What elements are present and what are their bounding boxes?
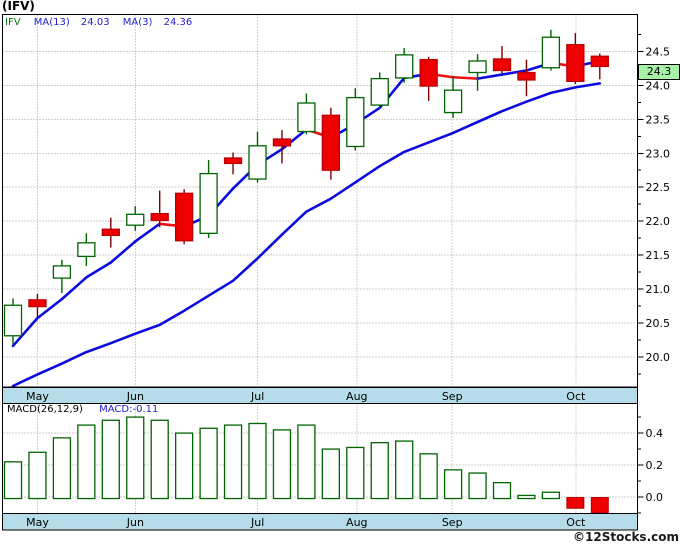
macd-axis-label: 0.2 xyxy=(646,459,664,472)
month-label: May xyxy=(26,390,49,403)
legend-ma13-value: 24.03 xyxy=(80,17,110,28)
macd-bar-positive xyxy=(443,469,463,500)
macd-bar-negative xyxy=(566,497,585,509)
price-axis-label: 20.5 xyxy=(646,317,671,330)
price-axis-label: 24.5 xyxy=(646,45,671,58)
macd-bar-positive xyxy=(174,432,194,500)
candle-up xyxy=(395,48,414,83)
macd-bar-positive xyxy=(126,416,145,500)
candles xyxy=(3,29,609,345)
month-label: Oct xyxy=(566,516,586,529)
page-title: (IFV) xyxy=(2,0,35,13)
candle-up xyxy=(443,75,463,118)
month-label: Jun xyxy=(126,516,144,529)
macd-axis-label: 0.0 xyxy=(646,491,664,504)
candle-up xyxy=(248,131,267,183)
month-label: Aug xyxy=(346,516,367,529)
price-axis-label: 23.5 xyxy=(646,113,671,126)
macd-bar-positive xyxy=(3,461,23,500)
month-label: Jul xyxy=(250,516,264,529)
candle-down xyxy=(223,152,243,175)
candle-down xyxy=(101,217,120,248)
macd-bar-negative xyxy=(590,497,609,514)
macd-bar-positive xyxy=(297,424,316,500)
candle-down xyxy=(174,189,194,245)
candle-up xyxy=(199,160,218,239)
month-label: Jul xyxy=(250,390,264,403)
candle-down xyxy=(492,46,512,74)
candle-down xyxy=(150,190,169,228)
macd-bar-positive xyxy=(370,442,389,500)
legend-symbol: IFV xyxy=(5,17,21,28)
candle-down xyxy=(590,53,609,80)
candle-down xyxy=(321,107,341,180)
macd-bar-positive xyxy=(419,453,438,500)
legend-ma3-label: MA(3) xyxy=(122,17,153,28)
macd-label: MACD(26,12,9) xyxy=(7,404,83,415)
chart-panes xyxy=(2,14,638,514)
candle-up xyxy=(468,54,487,91)
candle-up xyxy=(3,298,23,345)
price-axis-label: 21.0 xyxy=(646,283,671,296)
macd-bar-positive xyxy=(77,424,96,500)
price-axis-label: 20.0 xyxy=(646,351,671,364)
macd-bar-positive xyxy=(101,419,120,500)
month-label: Jun xyxy=(126,390,144,403)
ma13-line xyxy=(11,82,602,388)
macd-bar-positive xyxy=(248,422,267,500)
macd-bar-positive xyxy=(272,429,292,500)
pane-borders xyxy=(2,14,638,514)
candle-down xyxy=(272,130,292,164)
price-axis-label: 22.5 xyxy=(646,181,671,194)
candle-down xyxy=(419,56,438,102)
watermark: ©12Stocks.com xyxy=(573,530,679,544)
macd-bar-positive xyxy=(517,494,536,500)
macd-bar-positive xyxy=(150,419,169,500)
candle-up xyxy=(126,206,145,231)
price-axis-label: 23.0 xyxy=(646,147,671,160)
right-axis: 24.5 24.0 23.5 23.0 22.5 22.0 21.5 21.0 20.5 20.0… xyxy=(637,34,671,514)
legend-ma13-label: MA(13) xyxy=(33,17,70,28)
macd-bar-positive xyxy=(199,427,218,500)
price-axis-label: 21.5 xyxy=(646,249,671,262)
legend-ma3-value: 24.36 xyxy=(163,17,193,28)
candle-up xyxy=(541,29,561,71)
price-axis-label: 22.0 xyxy=(646,215,671,228)
macd-bar-positive xyxy=(541,491,561,500)
candle-up xyxy=(52,259,72,294)
macd-bar-positive xyxy=(346,446,365,500)
macd-bar-positive xyxy=(492,481,512,500)
last-price-badge: 24.3 xyxy=(638,64,680,80)
candle-down xyxy=(566,33,585,85)
candle-up xyxy=(370,72,389,109)
candle-down xyxy=(517,59,536,97)
month-label: May xyxy=(26,516,49,529)
macd-bar-positive xyxy=(321,448,341,500)
macd-bar-positive xyxy=(223,424,243,500)
month-label: Oct xyxy=(566,390,586,403)
macd-value: MACD:-0.11 xyxy=(99,404,159,415)
candle-down xyxy=(28,293,47,317)
macd-header: MACD(26,12,9) MACD:-0.11 xyxy=(7,404,158,415)
macd-axis-label: 0.4 xyxy=(646,427,664,440)
month-label: Sep xyxy=(442,390,463,403)
candle-up xyxy=(77,233,96,266)
month-label: Sep xyxy=(442,516,463,529)
macd-bar-positive xyxy=(28,451,47,500)
macd-bar-positive xyxy=(52,437,72,500)
macd-histogram xyxy=(3,416,609,514)
macd-bar-positive xyxy=(468,472,487,500)
macd-bar-positive xyxy=(395,440,414,500)
candle-up xyxy=(297,93,316,135)
price-axis-label: 24.0 xyxy=(646,79,671,92)
candle-up xyxy=(346,88,365,151)
chart-legend: IFV MA(13) 24.03 MA(3) 24.36 xyxy=(5,17,192,28)
month-label: Aug xyxy=(346,390,367,403)
